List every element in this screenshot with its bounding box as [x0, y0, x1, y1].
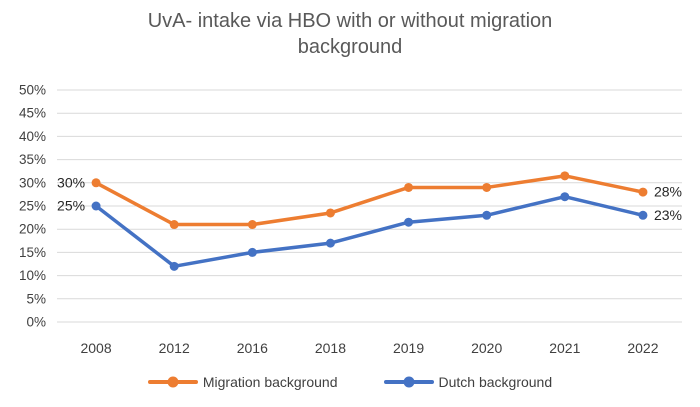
legend: Migration background Dutch background [0, 374, 700, 390]
x-axis-tick: 2008 [80, 340, 111, 356]
data-point-marker [91, 201, 101, 211]
legend-label: Migration background [202, 374, 338, 390]
data-point-marker [638, 187, 648, 197]
data-point-marker [169, 220, 179, 230]
legend-item-migration-background: Migration background [147, 374, 338, 390]
data-label: 25% [57, 198, 85, 214]
x-axis-tick: 2019 [393, 340, 424, 356]
data-label: 30% [57, 174, 85, 190]
data-point-marker [560, 192, 570, 202]
y-axis-tick: 0% [26, 315, 46, 330]
data-point-marker [247, 247, 257, 257]
series-line-1 [94, 194, 645, 269]
data-point-marker [482, 210, 492, 220]
x-axis-tick: 2016 [237, 340, 268, 356]
data-point-marker [404, 182, 414, 192]
legend-dot-icon [167, 376, 179, 388]
data-point-marker [560, 171, 570, 181]
data-point-marker [169, 261, 179, 271]
y-axis-tick: 5% [26, 291, 46, 306]
x-axis-tick: 2020 [471, 340, 502, 356]
data-label: 23% [654, 207, 682, 223]
x-axis-tick: 2022 [627, 340, 658, 356]
data-point-marker [482, 182, 492, 192]
y-axis-tick: 30% [19, 175, 46, 190]
legend-line-marker-icon [147, 376, 198, 388]
legend-item-dutch-background: Dutch background [383, 374, 553, 390]
x-axis-tick: 2021 [549, 340, 580, 356]
legend-line-marker-icon [383, 376, 434, 388]
data-point-marker [404, 217, 414, 227]
data-point-marker [91, 178, 101, 188]
data-point-marker [247, 220, 257, 230]
series-line-0 [94, 174, 645, 227]
y-axis-tick: 35% [19, 152, 46, 167]
y-axis-tick: 20% [19, 222, 46, 237]
chart-title: UvA- intake via HBO with or without migr… [147, 10, 553, 58]
data-point-marker [325, 238, 335, 248]
legend-label: Dutch background [438, 374, 553, 390]
legend-dot-icon [403, 376, 414, 388]
y-axis-tick: 45% [19, 106, 46, 121]
data-point-marker [325, 208, 335, 218]
y-axis-tick: 40% [19, 129, 46, 144]
y-axis-tick: 50% [19, 83, 46, 98]
y-axis-tick: 15% [19, 245, 46, 260]
x-axis-tick: 2012 [159, 340, 190, 356]
data-point-marker [638, 210, 648, 220]
y-axis-tick: 10% [19, 268, 46, 283]
x-axis-tick: 2018 [315, 340, 346, 356]
y-axis-tick: 25% [19, 199, 46, 214]
data-label: 28% [654, 184, 682, 200]
